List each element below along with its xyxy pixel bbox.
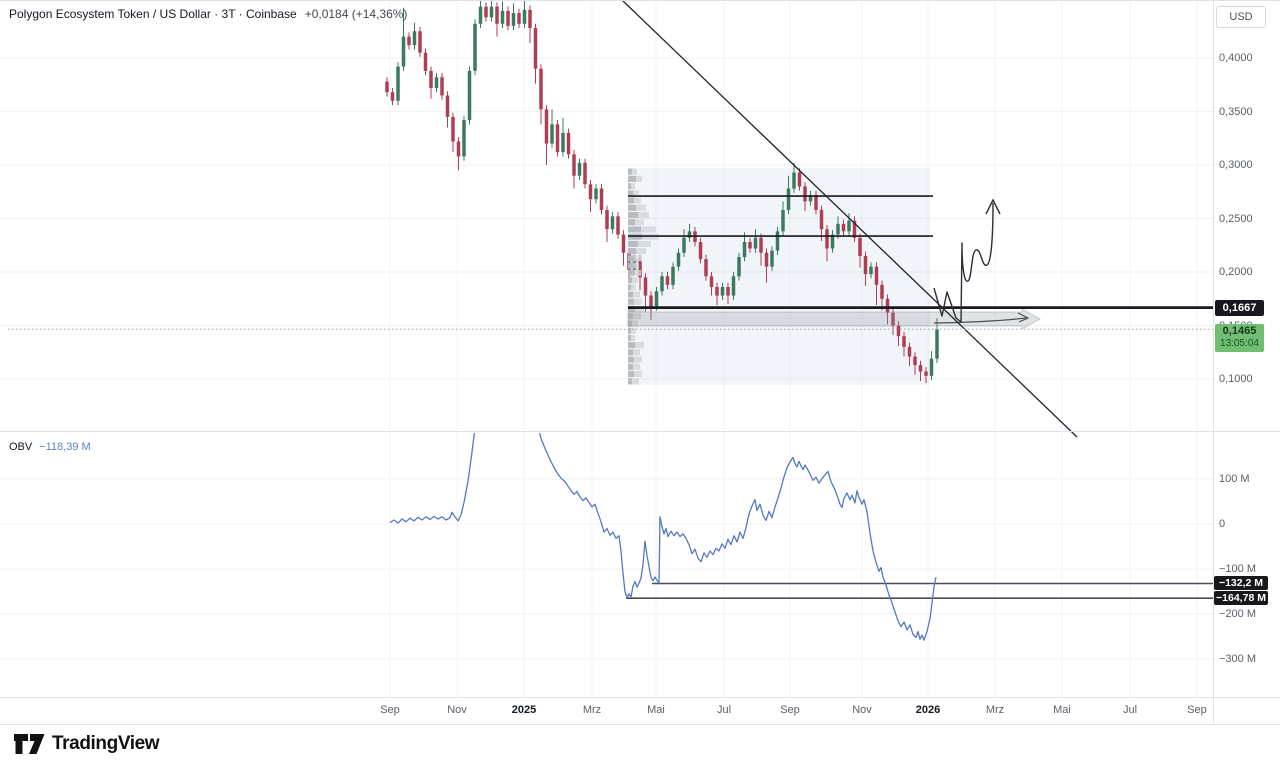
chart-canvas[interactable]	[0, 0, 1280, 727]
projection-arrow-head	[985, 198, 1001, 215]
thin-right-arrow-head	[1017, 312, 1030, 323]
obv-gridlines	[0, 478, 1213, 660]
obv-level-badge-1: −132,2 M	[1214, 576, 1268, 591]
candlestick-series	[385, 0, 939, 384]
bar-countdown: 13:05:04	[1220, 338, 1259, 350]
last-price-badge: 0,1465 13:05:04	[1215, 324, 1264, 353]
descending-trendline[interactable]	[621, 0, 1078, 438]
thin-right-arrow	[933, 317, 1027, 324]
zone-box[interactable]	[628, 168, 930, 385]
tradingview-logo-text: TradingView	[52, 733, 160, 754]
last-price-value: 0,1465	[1222, 325, 1257, 338]
vertical-gridlines	[389, 0, 1198, 697]
obv-series	[389, 433, 1213, 641]
currency-usd-button[interactable]: USD	[1216, 6, 1266, 28]
level-price-badge: 0,1667	[1215, 299, 1264, 316]
tradingview-logo[interactable]: TradingView	[14, 733, 160, 755]
projection-squiggle-arrow[interactable]	[933, 202, 994, 323]
gray-arrow-band[interactable]	[627, 308, 1042, 330]
tradingview-logo-icon	[14, 733, 45, 754]
obv-level-badge-2: −164,78 M	[1214, 591, 1268, 606]
